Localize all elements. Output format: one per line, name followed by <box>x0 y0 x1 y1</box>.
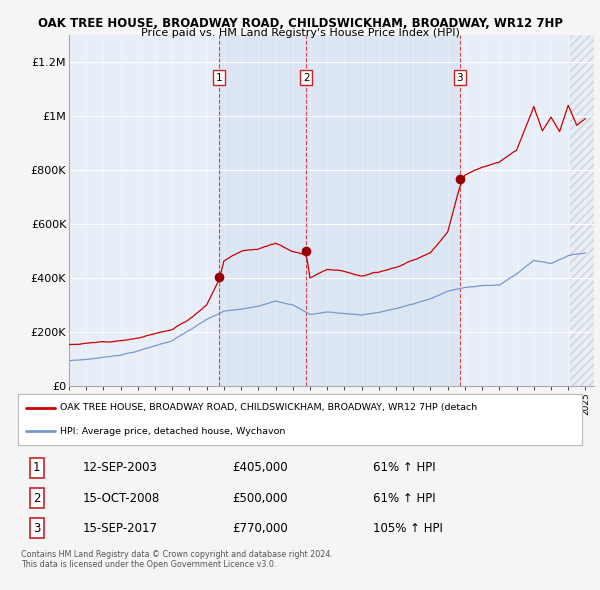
Text: 1: 1 <box>33 461 40 474</box>
Text: HPI: Average price, detached house, Wychavon: HPI: Average price, detached house, Wych… <box>60 427 286 436</box>
Text: Contains HM Land Registry data © Crown copyright and database right 2024.
This d: Contains HM Land Registry data © Crown c… <box>21 550 333 569</box>
Text: 1: 1 <box>215 73 222 83</box>
Text: 61% ↑ HPI: 61% ↑ HPI <box>373 461 436 474</box>
Text: 105% ↑ HPI: 105% ↑ HPI <box>373 522 443 535</box>
Text: 12-SEP-2003: 12-SEP-2003 <box>83 461 158 474</box>
Text: £500,000: £500,000 <box>232 491 288 504</box>
Text: 2: 2 <box>33 491 40 504</box>
Text: OAK TREE HOUSE, BROADWAY ROAD, CHILDSWICKHAM, BROADWAY, WR12 7HP: OAK TREE HOUSE, BROADWAY ROAD, CHILDSWIC… <box>37 17 563 30</box>
Text: 3: 3 <box>33 522 40 535</box>
Text: 3: 3 <box>457 73 463 83</box>
Text: £770,000: £770,000 <box>232 522 288 535</box>
Text: 61% ↑ HPI: 61% ↑ HPI <box>373 491 436 504</box>
Text: OAK TREE HOUSE, BROADWAY ROAD, CHILDSWICKHAM, BROADWAY, WR12 7HP (detach: OAK TREE HOUSE, BROADWAY ROAD, CHILDSWIC… <box>60 403 478 412</box>
Text: 15-SEP-2017: 15-SEP-2017 <box>83 522 158 535</box>
Bar <box>307 35 460 386</box>
Text: 15-OCT-2008: 15-OCT-2008 <box>83 491 160 504</box>
Bar <box>570 35 594 386</box>
Text: Price paid vs. HM Land Registry's House Price Index (HPI): Price paid vs. HM Land Registry's House … <box>140 28 460 38</box>
Bar <box>219 35 307 386</box>
Text: £405,000: £405,000 <box>232 461 288 474</box>
Text: 2: 2 <box>303 73 310 83</box>
